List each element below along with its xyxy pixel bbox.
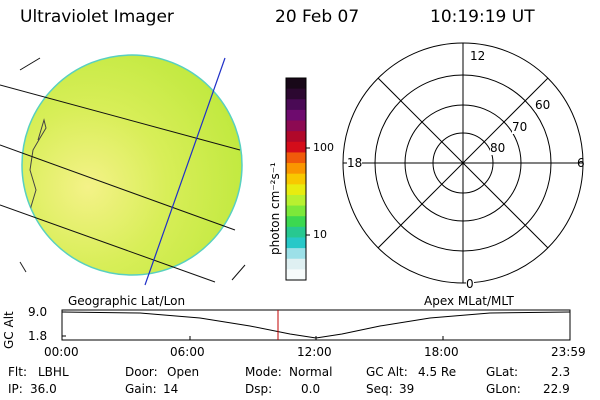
mlt-label-6: 6 bbox=[577, 156, 585, 170]
colorbar-band bbox=[286, 205, 306, 217]
altitude-xtick-0600: 06:00 bbox=[170, 345, 205, 359]
altitude-xtick-0000: 00:00 bbox=[44, 345, 79, 359]
earth-disk bbox=[21, 54, 243, 276]
altitude-xtick-1200: 12:00 bbox=[297, 345, 332, 359]
mode-value: Normal bbox=[289, 365, 333, 379]
colorbar-band bbox=[286, 269, 306, 281]
colorbar-band bbox=[286, 237, 306, 249]
colorbar-band bbox=[286, 88, 306, 100]
glon-label: GLon: bbox=[486, 382, 521, 396]
polar-panel-label: Apex MLat/MLT bbox=[424, 294, 514, 308]
glat-value: 2.3 bbox=[551, 365, 571, 379]
glon-value: 22.9 bbox=[543, 382, 570, 396]
colorbar-band bbox=[286, 184, 306, 196]
instrument-title: Ultraviolet Imager bbox=[20, 7, 174, 27]
gain-label: Gain: bbox=[125, 382, 157, 396]
colorbar-band bbox=[286, 173, 306, 185]
glat-label: GLat: bbox=[486, 365, 519, 379]
seq-value: 39 bbox=[399, 382, 415, 396]
time-label: 10:19:19 UT bbox=[430, 7, 535, 27]
mlat-label-80: 80 bbox=[490, 141, 506, 155]
colorbar-band bbox=[286, 248, 306, 260]
geographic-panel-label: Geographic Lat/Lon bbox=[68, 294, 186, 308]
mlt-label-18: 18 bbox=[347, 156, 363, 170]
colorbar-band bbox=[286, 194, 306, 207]
door-value: Open bbox=[167, 365, 200, 379]
colorbar-band bbox=[286, 131, 306, 143]
gcalt-value: 4.5 Re bbox=[418, 365, 457, 379]
polar-diagonal-2 bbox=[377, 77, 549, 249]
dsp-label: Dsp: bbox=[245, 382, 273, 396]
ip-value: 36.0 bbox=[30, 382, 57, 396]
colorbar-band bbox=[286, 216, 306, 228]
flt-label: Flt: bbox=[8, 365, 27, 379]
date-label: 20 Feb 07 bbox=[275, 7, 360, 27]
colorbar-band bbox=[286, 120, 306, 132]
dsp-value: 0.0 bbox=[301, 382, 321, 396]
seq-label: Seq: bbox=[366, 382, 393, 396]
colorbar-tick-10: 10 bbox=[313, 228, 327, 241]
altitude-ytick-1-8: 1.8 bbox=[28, 329, 48, 343]
lat-lon-grid bbox=[0, 57, 246, 283]
altitude-xtick-2359: 23:59 bbox=[551, 345, 586, 359]
mlat-label-60: 60 bbox=[535, 98, 551, 112]
flt-value: LBHL bbox=[38, 365, 69, 379]
colorbar-band bbox=[286, 226, 306, 239]
colorbar-band bbox=[286, 163, 306, 175]
altitude-ytick-9: 9.0 bbox=[28, 305, 48, 319]
altitude-ylabel: GC Alt bbox=[2, 311, 16, 349]
mlat-label-70: 70 bbox=[512, 120, 528, 134]
altitude-curve bbox=[61, 311, 571, 339]
colorbar-band bbox=[286, 258, 306, 270]
mode-label: Mode: bbox=[245, 365, 282, 379]
colorbar-band bbox=[286, 99, 306, 111]
meridian-line bbox=[144, 57, 226, 286]
colorbar-band bbox=[286, 152, 306, 164]
colorbar-band bbox=[286, 78, 306, 90]
mlt-label-0: 0 bbox=[466, 277, 474, 291]
mlt-label-12: 12 bbox=[470, 49, 486, 63]
door-label: Door: bbox=[125, 365, 158, 379]
colorbar-band bbox=[286, 141, 306, 154]
altitude-xtick-1800: 18:00 bbox=[424, 345, 459, 359]
colorbar-band bbox=[286, 109, 306, 122]
gcalt-label: GC Alt: bbox=[366, 365, 408, 379]
ip-label: IP: bbox=[8, 382, 23, 396]
colorbar-tick-100: 100 bbox=[313, 141, 334, 154]
gain-value: 14 bbox=[163, 382, 179, 396]
